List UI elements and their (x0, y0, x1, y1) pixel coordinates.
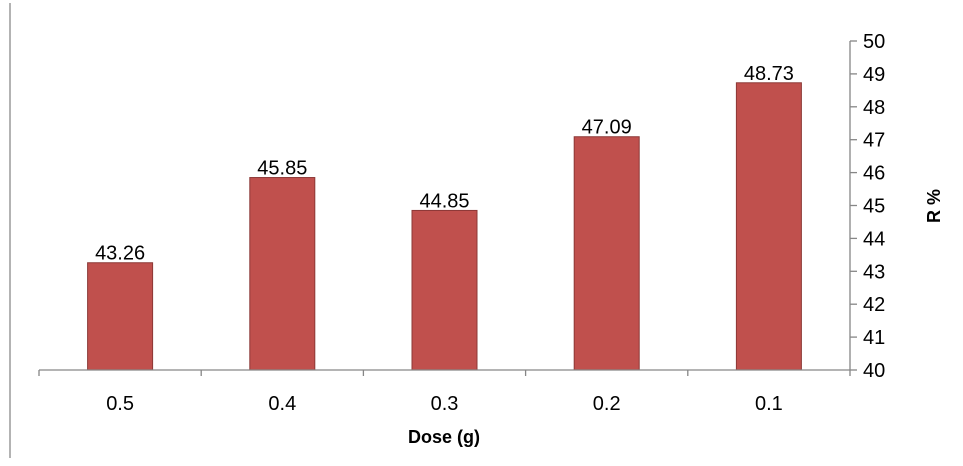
y-tick-label: 41 (863, 327, 885, 349)
bar (411, 209, 478, 371)
x-axis-title: Dose (g) (408, 427, 480, 447)
data-label: 43.26 (95, 243, 145, 265)
y-tick-label: 44 (863, 228, 885, 250)
data-label: 48.73 (744, 63, 794, 85)
y-tick-label: 48 (863, 97, 885, 119)
x-tick-label: 0.3 (431, 393, 459, 415)
data-label: 47.09 (582, 117, 632, 139)
y-tick-label: 49 (863, 64, 885, 86)
labels-layer: 43.26 45.85 44.85 47.09 48.73 0.5 0.4 0.3 0.2 0.1… (95, 31, 885, 415)
y-tick-label: 47 (863, 130, 885, 152)
data-label: 45.85 (257, 158, 307, 180)
axes-layer (38, 40, 857, 376)
x-tick-label: 0.4 (268, 393, 296, 415)
y-tick-label: 40 (863, 360, 885, 382)
x-tick-label: 0.5 (106, 393, 134, 415)
y-tick-label: 50 (863, 31, 885, 53)
bar (87, 262, 154, 371)
data-label: 44.85 (419, 190, 469, 212)
bar (249, 177, 316, 371)
y-tick-label: 45 (863, 196, 885, 218)
bar (735, 82, 802, 371)
y-axis-title: R % (924, 189, 944, 223)
x-tick-label: 0.2 (593, 393, 621, 415)
y-tick-label: 42 (863, 294, 885, 316)
bars-layer (87, 82, 802, 371)
y-tick-label: 43 (863, 261, 885, 283)
x-tick-label: 0.1 (755, 393, 783, 415)
bar (573, 136, 640, 371)
y-tick-label: 46 (863, 163, 885, 185)
